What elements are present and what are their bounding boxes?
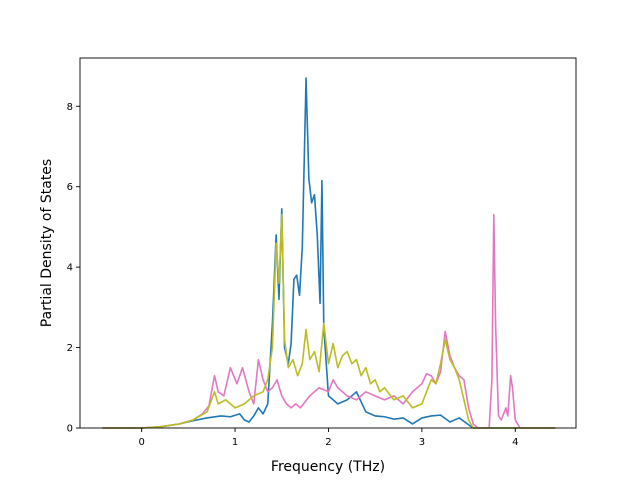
x-tick-label: 4 — [512, 437, 518, 448]
y-tick-label: 4 — [67, 263, 73, 274]
x-axis-label: Frequency (THz) — [271, 459, 385, 475]
series-line-2 — [102, 214, 556, 429]
series-layer — [102, 77, 556, 429]
axes-frame — [79, 57, 577, 429]
x-tick-label: 1 — [232, 437, 238, 448]
y-tick-label: 8 — [67, 102, 73, 113]
y-axis-label: Partial Density of States — [39, 159, 55, 327]
x-tick-label: 3 — [419, 437, 425, 448]
x-tick-label: 2 — [325, 437, 331, 448]
series-line-1 — [102, 77, 556, 429]
y-tick-label: 2 — [67, 343, 73, 354]
x-axis-ticks: 0 1 2 3 4 — [138, 428, 518, 448]
series-line-3 — [102, 214, 556, 429]
y-axis-ticks: 0 2 4 6 8 — [67, 102, 80, 435]
y-tick-label: 0 — [67, 424, 73, 435]
y-tick-label: 6 — [67, 182, 73, 193]
x-tick-label: 0 — [138, 437, 144, 448]
